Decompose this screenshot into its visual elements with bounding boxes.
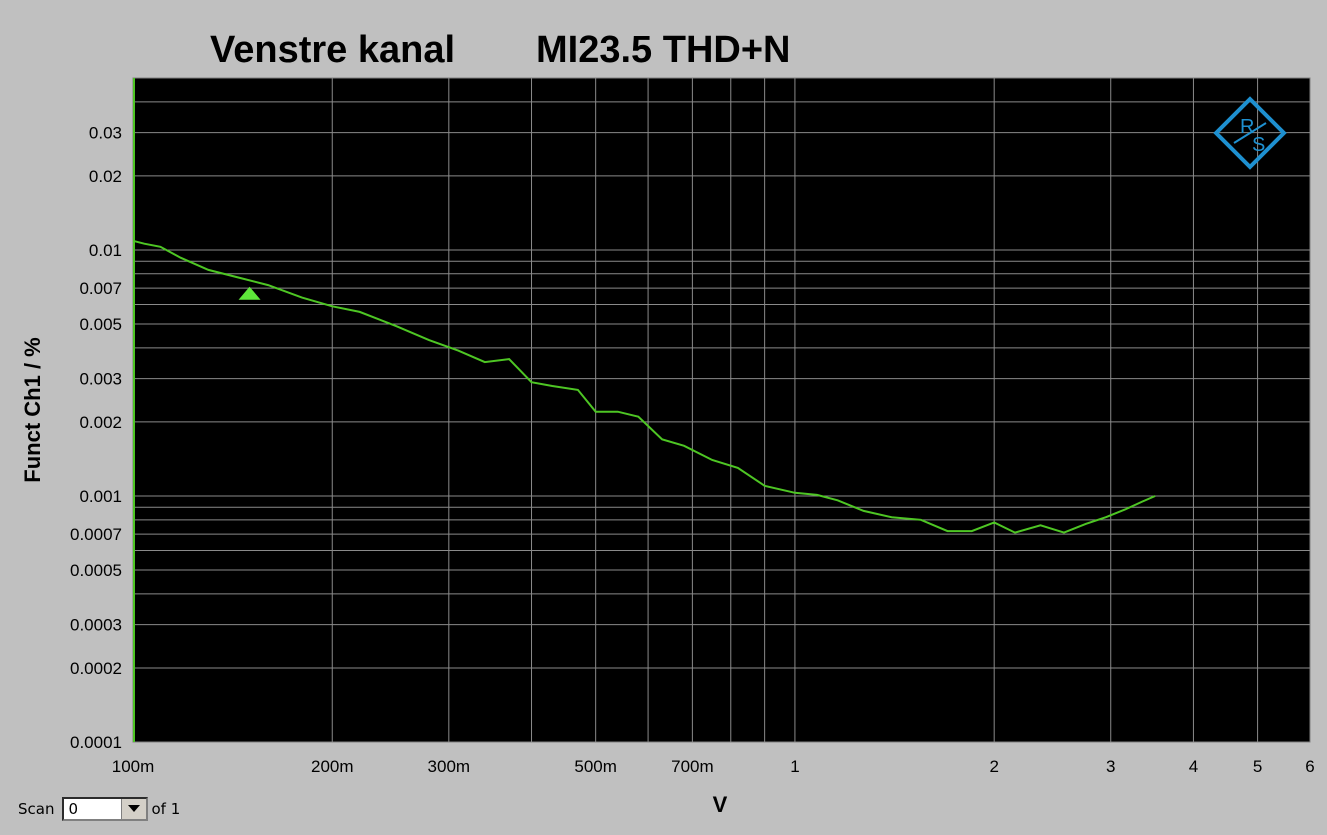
y-tick-label: 0.001 xyxy=(79,487,122,506)
y-tick-label: 0.0005 xyxy=(70,561,122,580)
y-tick-label: 0.02 xyxy=(89,167,122,186)
y-ticks: 0.03 0.02 0.01 0.007 0.005 0.003 0.002 0.001 0.0… xyxy=(70,124,122,752)
scan-select[interactable]: 0 xyxy=(62,797,149,821)
x-ticks: 100m 200m 300m 500m 700m 1 2 3 4 5 6 xyxy=(112,757,1315,776)
y-tick-label: 0.0007 xyxy=(70,525,122,544)
y-tick-label: 0.03 xyxy=(89,124,122,143)
scan-control: Scan 0 of 1 xyxy=(18,797,180,821)
y-axis-label: Funct Ch1 / % xyxy=(20,337,45,482)
thd-series-line xyxy=(132,239,1156,534)
y-tick-label: 0.005 xyxy=(79,315,122,334)
y-tick-label: 0.002 xyxy=(79,413,122,432)
x-tick-label: 4 xyxy=(1189,757,1198,776)
x-tick-label: 200m xyxy=(311,757,354,776)
chart-title-right: MI23.5 THD+N xyxy=(536,29,790,71)
cursor-marker-triangle[interactable] xyxy=(238,286,261,300)
x-tick-label: 300m xyxy=(428,757,471,776)
scan-value: 0 xyxy=(68,800,79,818)
x-tick-label: 500m xyxy=(574,757,617,776)
y-tick-label: 0.0002 xyxy=(70,659,122,678)
rs-logo-icon: R S xyxy=(1213,96,1287,170)
scan-dropdown-button[interactable] xyxy=(121,799,147,819)
scan-suffix: of 1 xyxy=(151,800,181,818)
x-tick-label: 2 xyxy=(989,757,998,776)
chart-title-left: Venstre kanal xyxy=(210,29,455,71)
y-tick-label: 0.003 xyxy=(79,370,122,389)
scan-label: Scan xyxy=(18,800,55,818)
x-tick-label: 5 xyxy=(1253,757,1262,776)
y-tick-label: 0.0001 xyxy=(70,733,122,752)
y-tick-label: 0.007 xyxy=(79,279,122,298)
x-axis-label: V xyxy=(713,792,728,817)
logo-letter-bottom: S xyxy=(1252,134,1265,156)
grid xyxy=(133,78,1310,742)
plot-area xyxy=(132,77,1311,743)
x-tick-label: 6 xyxy=(1305,757,1314,776)
x-tick-label: 1 xyxy=(790,757,799,776)
y-tick-label: 0.0003 xyxy=(70,616,122,635)
x-tick-label: 100m xyxy=(112,757,155,776)
chevron-down-icon xyxy=(128,805,141,812)
x-tick-label: 700m xyxy=(671,757,714,776)
x-tick-label: 3 xyxy=(1106,757,1115,776)
y-tick-label: 0.01 xyxy=(89,241,122,260)
